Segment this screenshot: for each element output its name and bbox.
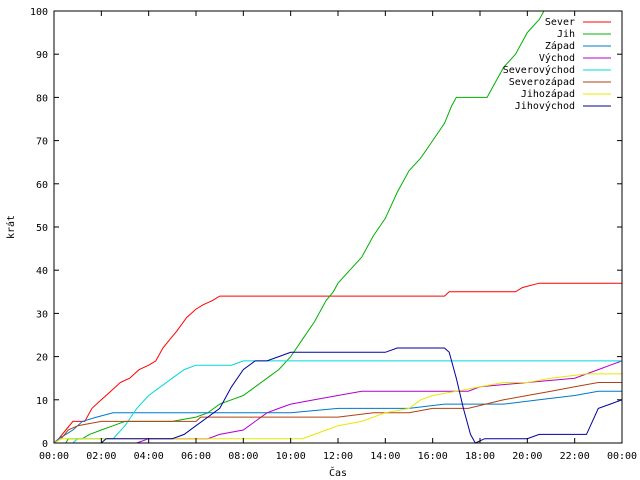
axis-ticks <box>53 10 623 444</box>
y-tick-label: 80 <box>36 93 48 104</box>
series-line-4 <box>54 360 623 444</box>
series-line-6 <box>53 382 622 444</box>
legend-label: Sever <box>545 17 575 28</box>
legend-label: Jih <box>557 29 575 40</box>
y-tick-label: 50 <box>36 223 48 234</box>
series-line-5 <box>54 360 622 444</box>
legend-label: Severovýchod <box>503 64 575 76</box>
plot-lines <box>53 10 623 444</box>
y-tick-label: 70 <box>36 137 48 148</box>
legend-label: Jihozápad <box>521 88 575 100</box>
y-tick-label: 0 <box>42 439 48 450</box>
series-line-7 <box>53 373 622 444</box>
x-tick-label: 16:00 <box>418 451 448 462</box>
x-axis-label: Čas <box>329 466 347 479</box>
y-tick-label: 90 <box>36 50 48 61</box>
legend-label: Severozápad <box>509 76 575 88</box>
legend-label: Západ <box>545 40 575 52</box>
x-tick-label: 08:00 <box>228 451 258 462</box>
y-tick-label: 20 <box>36 353 48 364</box>
series-line-8 <box>54 347 623 444</box>
y-axis-label: krát <box>5 215 17 239</box>
x-tick-label: 22:00 <box>560 451 590 462</box>
legend: SeverJihZápadVýchodSeverovýchodSeverozáp… <box>503 17 611 112</box>
x-tick-label: 14:00 <box>370 451 400 462</box>
x-tick-label: 02:00 <box>86 451 116 462</box>
x-tick-label: 12:00 <box>323 451 353 462</box>
y-tick-label: 30 <box>36 309 48 320</box>
y-tick-label: 100 <box>30 7 48 18</box>
x-tick-label: 04:00 <box>134 451 164 462</box>
tick-labels: 0 10 20 30 40 50 60 70 80 90 100 00:00 02:00 04:00 06:… <box>30 7 637 462</box>
y-tick-label: 40 <box>36 266 48 277</box>
x-tick-label: 06:00 <box>181 451 211 462</box>
series-line-1 <box>53 282 622 444</box>
series-line-2 <box>54 10 545 444</box>
y-tick-label: 60 <box>36 180 48 191</box>
y-tick-label: 10 <box>36 396 48 407</box>
legend-label: Východ <box>539 52 575 64</box>
x-tick-label: 00:00 <box>607 451 637 462</box>
x-tick-label: 18:00 <box>465 451 495 462</box>
x-tick-label: 20:00 <box>512 451 542 462</box>
x-tick-label: 00:00 <box>39 451 69 462</box>
x-tick-label: 10:00 <box>276 451 306 462</box>
legend-label: Jihovýchod <box>515 100 575 112</box>
